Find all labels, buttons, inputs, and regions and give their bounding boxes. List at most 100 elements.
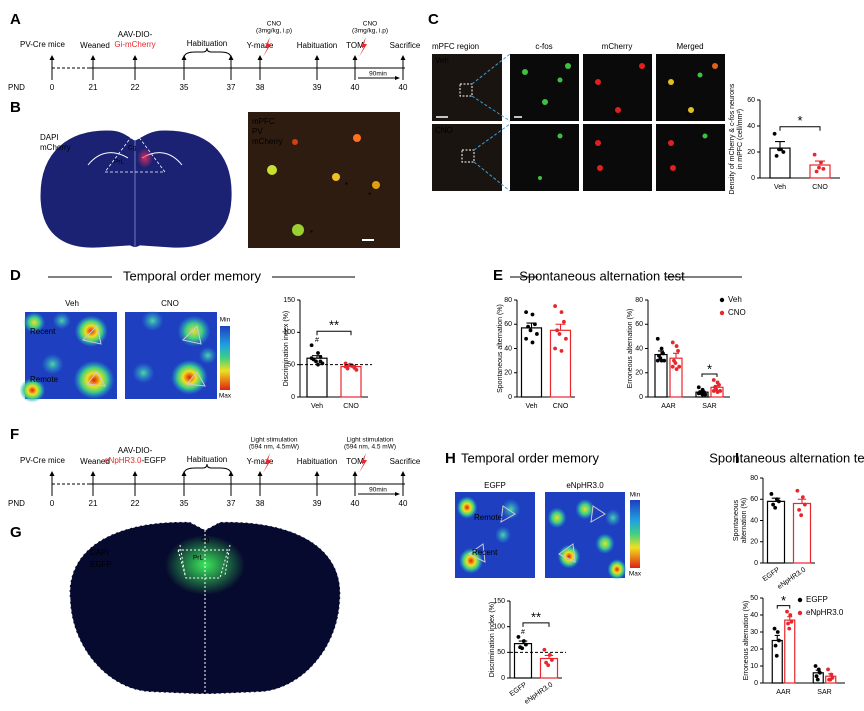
event: TOM: [346, 457, 364, 466]
x-tick-label: Veh: [525, 403, 537, 410]
point: [772, 626, 777, 631]
point: [676, 349, 680, 353]
day: 39: [313, 499, 322, 508]
heat-spot: [141, 310, 164, 332]
x-tick-label: CNO: [812, 184, 828, 191]
treatment: Light stimulation: [347, 437, 394, 444]
point: [776, 499, 781, 504]
event: Habituation: [187, 455, 227, 464]
error-bar: [775, 141, 785, 149]
stim-icon: [263, 453, 271, 473]
arrow-head: [90, 55, 96, 60]
y-tick-label: 20: [750, 539, 758, 546]
heat-spot: [73, 360, 115, 399]
inset-image-b: * * *: [248, 112, 400, 248]
point: [715, 390, 720, 395]
point: [799, 513, 804, 518]
y-tick-label: 40: [747, 123, 755, 130]
significance: *: [707, 361, 712, 376]
point: [559, 310, 564, 315]
point: [557, 332, 562, 336]
y-axis-label: alternation (%): [741, 498, 748, 544]
event: Y-maze: [247, 41, 274, 50]
point: [520, 646, 525, 651]
bar: [769, 147, 791, 179]
svg-text:*: *: [540, 103, 543, 112]
point: [564, 336, 568, 341]
y-tick-label: 60: [504, 321, 512, 328]
panel-label: E: [493, 267, 503, 284]
y-tick-label: 100: [493, 624, 505, 631]
event: Weaned: [80, 41, 110, 50]
y-tick-label: 40: [750, 517, 758, 524]
object-label: Recent: [472, 548, 498, 557]
event: Sacrifice: [390, 41, 421, 50]
event: TOM: [346, 41, 364, 50]
scale-label: Min: [220, 317, 231, 324]
svg-text:*: *: [345, 181, 348, 190]
bar: [792, 502, 812, 564]
arrow-head: [132, 471, 138, 476]
panel-label: A: [10, 11, 21, 28]
point: [516, 635, 521, 639]
svg-text:*: *: [594, 83, 597, 92]
day: 0: [50, 499, 55, 508]
stain: DAPI: [90, 548, 109, 557]
x-tick-label: EGFP: [509, 681, 529, 698]
heat-spot: [575, 498, 595, 520]
heat-spot: [52, 312, 71, 330]
point: [661, 351, 665, 356]
bar: [340, 366, 362, 398]
region: PrL: [193, 555, 204, 562]
day: 38: [256, 83, 265, 92]
object: [468, 543, 486, 563]
point: [795, 488, 800, 493]
arrow-head: [132, 55, 138, 60]
point: [559, 349, 564, 353]
x-tick-label: Veh: [311, 403, 323, 410]
y-tick-label: 40: [504, 345, 512, 352]
row-label: CNO: [435, 126, 453, 135]
point: [549, 658, 554, 662]
point: [815, 677, 820, 682]
strain: PV-Cre mice: [20, 40, 65, 49]
day: 40: [399, 499, 408, 508]
stain: DAPI: [40, 133, 59, 142]
row-label: Veh: [435, 56, 449, 65]
treatment: CNO: [363, 21, 377, 28]
object-label: Remote: [474, 513, 503, 522]
point: [354, 367, 359, 372]
point: [314, 359, 318, 364]
marker: #: [315, 337, 319, 344]
point: [533, 322, 537, 327]
region: Cg: [128, 145, 137, 152]
point: [774, 154, 779, 158]
day: 22: [131, 499, 140, 508]
point: [309, 343, 314, 348]
y-tick-label: 100: [283, 329, 295, 336]
legend-label: Veh: [728, 295, 742, 304]
point: [817, 165, 821, 170]
section-title: Spontaneous alternation test: [709, 450, 864, 465]
condition: eNpHR3.0: [566, 481, 604, 490]
significance-bracket: [776, 605, 791, 609]
heat-spot: [177, 315, 211, 347]
colorbar: [220, 326, 230, 390]
point: [814, 674, 819, 679]
object: [558, 543, 576, 563]
y-axis-label: Erroneous alternation (%): [743, 601, 750, 681]
scale-label: Max: [629, 571, 642, 578]
point: [659, 346, 664, 351]
header: mCherry: [602, 42, 633, 51]
y-tick-label: 0: [501, 675, 505, 682]
point: [318, 355, 323, 359]
legend-marker: [719, 297, 725, 303]
point: [717, 382, 721, 387]
significance-bracket: [522, 622, 550, 627]
interval: 90min: [369, 487, 387, 494]
panel-label: D: [10, 267, 21, 284]
bar: [539, 657, 559, 679]
y-tick-label: 40: [635, 345, 643, 352]
event: Habituation: [297, 41, 337, 50]
